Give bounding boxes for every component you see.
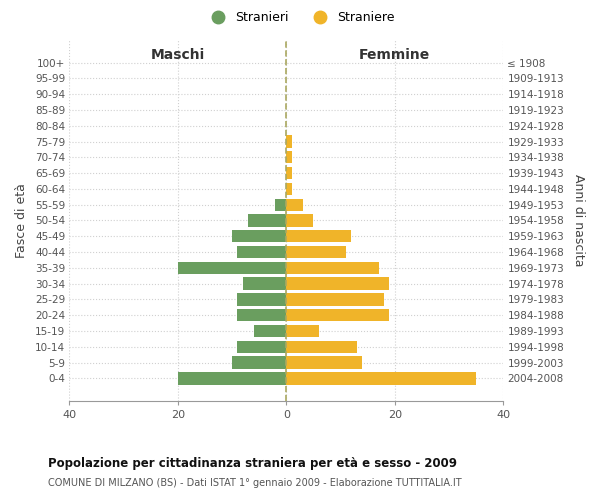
Bar	[243, 278, 286, 290]
Bar	[286, 372, 476, 384]
Bar	[238, 340, 286, 353]
Text: Femmine: Femmine	[359, 48, 430, 62]
Bar	[286, 294, 384, 306]
Bar	[286, 325, 319, 337]
Bar	[286, 340, 357, 353]
Bar	[248, 214, 286, 226]
Bar	[178, 372, 286, 384]
Bar	[286, 262, 379, 274]
Text: Maschi: Maschi	[151, 48, 205, 62]
Bar	[286, 151, 292, 164]
Text: COMUNE DI MILZANO (BS) - Dati ISTAT 1° gennaio 2009 - Elaborazione TUTTITALIA.IT: COMUNE DI MILZANO (BS) - Dati ISTAT 1° g…	[48, 478, 461, 488]
Bar	[286, 214, 313, 226]
Bar	[286, 198, 302, 211]
Bar	[286, 309, 389, 322]
Bar	[238, 246, 286, 258]
Bar	[286, 136, 292, 147]
Bar	[286, 230, 352, 242]
Y-axis label: Fasce di età: Fasce di età	[15, 183, 28, 258]
Bar	[286, 278, 389, 290]
Bar	[286, 246, 346, 258]
Bar	[232, 356, 286, 369]
Legend: Stranieri, Straniere: Stranieri, Straniere	[200, 6, 400, 29]
Bar	[232, 230, 286, 242]
Bar	[286, 182, 292, 195]
Bar	[275, 198, 286, 211]
Bar	[286, 167, 292, 179]
Bar	[238, 309, 286, 322]
Bar	[178, 262, 286, 274]
Bar	[238, 294, 286, 306]
Y-axis label: Anni di nascita: Anni di nascita	[572, 174, 585, 266]
Text: Popolazione per cittadinanza straniera per età e sesso - 2009: Popolazione per cittadinanza straniera p…	[48, 458, 457, 470]
Bar	[286, 356, 362, 369]
Bar	[254, 325, 286, 337]
